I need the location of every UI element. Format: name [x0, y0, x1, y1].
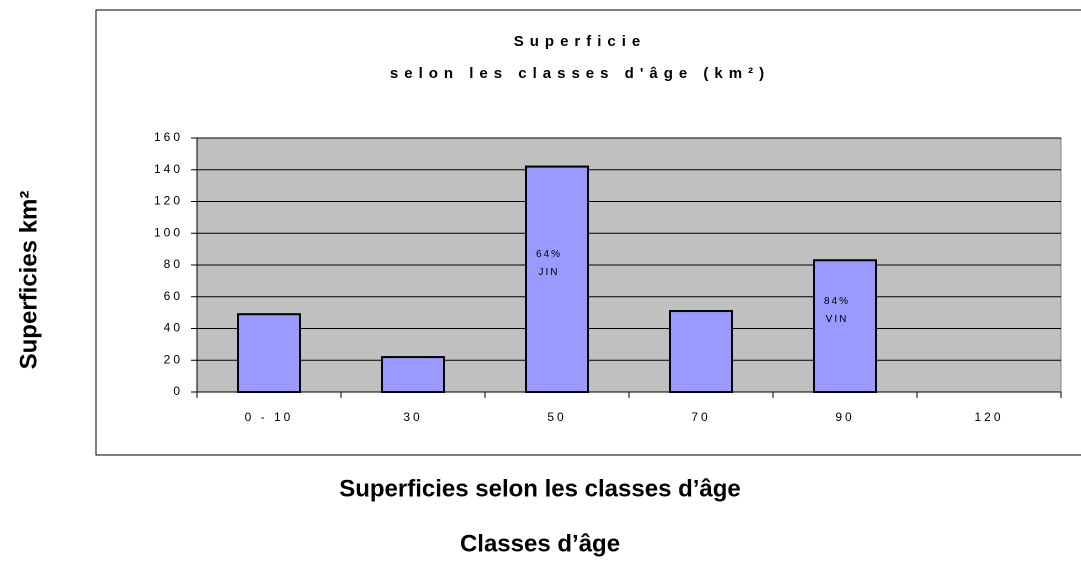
- bar: [813, 259, 877, 393]
- caption: Superficies selon les classes d’âge: [339, 475, 741, 502]
- y-axis-label: Superficies km²: [15, 191, 42, 370]
- x-tick-label: 30: [403, 410, 422, 424]
- x-tick-label: 90: [835, 410, 854, 424]
- bar: [381, 356, 445, 394]
- y-tick-label: 120: [154, 194, 183, 208]
- y-tick-label: 140: [154, 162, 183, 176]
- x-tick-label: 0 - 10: [245, 410, 294, 424]
- y-tick-label: 100: [154, 225, 183, 239]
- data-annotation: 84%: [824, 296, 850, 307]
- bar: [237, 313, 301, 393]
- chart-title: Superficie: [514, 33, 647, 50]
- y-tick-label: 0: [173, 384, 183, 398]
- y-tick-label: 20: [164, 352, 183, 366]
- x-tick-label: 50: [547, 410, 566, 424]
- bar: [669, 310, 733, 394]
- x-axis-label: Classes d’âge: [460, 530, 620, 557]
- data-annotation: VIN: [826, 314, 849, 325]
- data-annotation: JIN: [539, 267, 560, 278]
- y-tick-label: 160: [154, 130, 183, 144]
- x-tick-label: 120: [974, 410, 1003, 424]
- y-tick-label: 60: [164, 289, 183, 303]
- chart-subtitle: selon les classes d'âge (km²): [390, 65, 770, 82]
- x-tick-label: 70: [691, 410, 710, 424]
- y-tick-label: 80: [164, 257, 183, 271]
- data-annotation: 64%: [536, 249, 562, 260]
- bar: [525, 165, 589, 393]
- y-tick-label: 40: [164, 321, 183, 335]
